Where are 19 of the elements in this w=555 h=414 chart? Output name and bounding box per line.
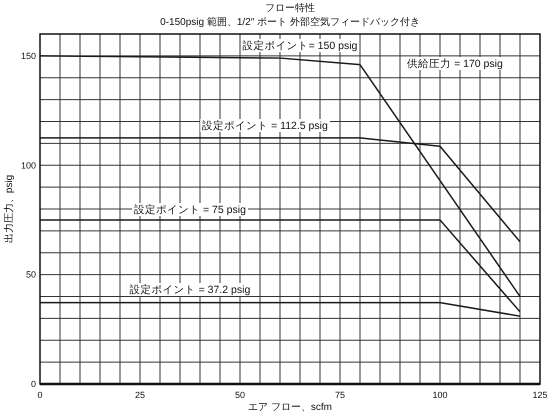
annotation: 供給圧力 = 170 psig [407,57,503,70]
y-axis-title: 出力圧力、psig [3,174,15,244]
y-tick-label: 0 [30,379,36,389]
x-tick-label: 0 [37,390,43,400]
x-tick-label: 100 [432,390,448,400]
y-tick-label: 50 [26,270,36,280]
x-tick-label: 50 [234,390,246,400]
annotation: 設定ポイント = 37.2 psig [130,283,250,296]
annotation: 設定ポイント= 150 psig [242,39,358,52]
annotation: 設定ポイント = 75 psig [134,203,246,216]
y-tick-label: 150 [20,50,36,61]
x-tick-label: 25 [134,390,146,400]
x-axis-title: エア フロー、scfm [248,402,332,413]
annotation: 設定ポイント = 112.5 psig [202,119,328,132]
x-tick-label: 125 [532,390,548,400]
chart-title: フロー特性 [265,2,315,14]
x-tick-label: 75 [334,390,346,400]
y-tick-label: 100 [20,160,36,170]
chart-subtitle: 0-150psig 範囲、1/2″ ポート 外部空気フィードバック付き [160,16,420,28]
